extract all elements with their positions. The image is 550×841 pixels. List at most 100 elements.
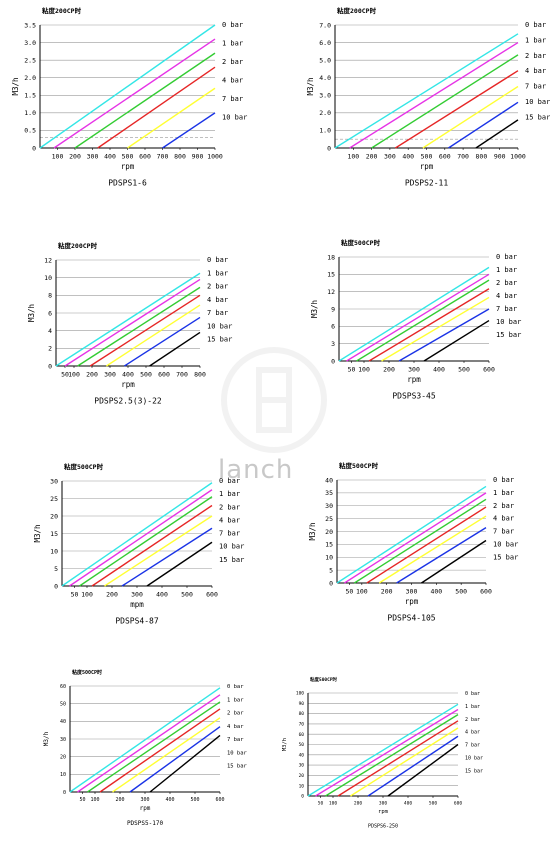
y-tick-label: 20 [50,512,58,520]
y-tick-label: 3 [331,340,335,348]
x-tick-label: 50 [348,366,356,374]
legend-label: 10 bar [496,318,521,326]
legend-label: 7 bar [207,309,228,317]
x-tick-label: 100 [52,153,64,161]
y-tick-label: 8 [48,292,52,300]
x-tick-label: 200 [106,591,118,599]
x-tick-label: 300 [104,371,116,379]
x-axis-label: rpm [407,375,421,384]
x-tick-label: 50 [318,801,324,807]
series-line [346,273,490,362]
chart-4: 0 3 6 9 12 15 18 50 100 200 300 400 500 600 0 bar 1 bar… [310,238,521,401]
x-tick-label: 50 [61,371,69,379]
x-tick-label: 300 [384,153,396,161]
y-axis-label: M3/h [310,300,319,318]
x-tick-label: 100 [329,801,337,807]
series-line [368,288,490,362]
series-line [337,720,459,797]
x-tick-label: 700 [157,153,169,161]
y-tick-label: 9 [331,305,335,313]
legend-label: 7 bar [493,528,514,536]
y-tick-label: 2 [48,345,52,353]
y-tick-label: 1.5 [24,92,36,100]
y-tick-label: 20 [299,773,305,779]
y-tick-label: 4.0 [319,74,331,82]
watermark-text: lanch [218,455,294,485]
y-tick-label: 15 [327,271,335,279]
series-line [74,52,216,149]
legend-label: 2 bar [207,283,228,291]
series-line [366,506,487,584]
legend-label: 0 bar [493,476,514,484]
y-tick-label: 20 [60,754,66,760]
y-axis-label: M3/h [33,524,42,542]
series-line [422,85,519,149]
x-tick-label: 400 [156,591,168,599]
legend-label: 0 bar [496,253,517,261]
series-line [367,735,459,797]
x-tick-label: 800 [476,153,488,161]
series-line [106,304,201,367]
x-tick-label: 200 [381,588,393,596]
legend-label: 0 bar [227,684,244,690]
model-name: PDSPS2-11 [405,179,449,188]
y-tick-label: 3.0 [319,92,331,100]
model-name: PDSPS3-45 [392,392,436,401]
series-line [334,33,519,149]
legend-label: 2 bar [496,279,517,287]
series-line [121,527,213,587]
chart-title: 粘度500CP时 [71,669,102,676]
y-tick-label: 0 [54,582,58,590]
series-line [97,66,216,149]
y-tick-label: 10 [325,554,333,562]
series-line [91,504,213,587]
legend-label: 15 bar [525,113,550,121]
legend-label: 1 bar [207,269,228,277]
x-tick-label: 700 [457,153,469,161]
x-tick-label: 500 [458,366,470,374]
y-tick-label: 3.5 [24,21,36,29]
x-tick-label: 200 [115,797,124,803]
series-line [61,482,213,587]
series-line [89,294,201,367]
series-line [149,331,201,367]
legend-label: 1 bar [227,697,244,703]
legend-label: 1 bar [493,489,514,497]
model-name: PDSPS1-6 [108,179,147,188]
legend-label: 2 bar [227,711,244,717]
chart-7: 0 10 20 30 40 50 60 50 100 200 300 400 500 600 0 bar 1 … [43,669,248,827]
legend-label: 10 bar [222,113,247,121]
legend-label: 4 bar [493,515,514,523]
y-tick-label: 0 [48,362,52,370]
x-tick-label: 400 [402,153,414,161]
legend-label: 1 bar [496,266,517,274]
x-tick-label: 200 [383,366,395,374]
y-tick-label: 18 [327,253,335,261]
legend-label: 4 bar [207,296,228,304]
x-tick-label: 500 [140,371,152,379]
x-tick-label: 100 [356,588,368,596]
y-tick-label: 0 [301,794,304,800]
legend-label: 15 bar [465,768,483,774]
y-tick-label: 80 [299,711,305,717]
series-line [104,515,213,587]
y-tick-label: 4 [48,327,52,335]
series-line [448,101,519,149]
series-line [381,296,490,362]
legend-label: 15 bar [219,556,244,564]
x-tick-label: 300 [140,797,149,803]
x-axis-label: rpm [405,597,419,606]
y-tick-label: 40 [60,719,66,725]
x-tick-label: 600 [215,797,224,803]
chart-6: 0 5 10 15 20 25 30 35 40 50 100 200 300 400 500 600 0 ba… [308,461,518,623]
y-tick-label: 30 [60,737,66,743]
legend-label: 2 bar [465,717,480,723]
y-tick-label: 1.0 [24,109,36,117]
y-tick-label: 5 [329,566,333,574]
y-tick-label: 30 [50,477,58,485]
series-line [129,726,221,793]
series-line [64,278,201,367]
series-line [325,714,459,797]
x-tick-label: 400 [404,801,412,807]
